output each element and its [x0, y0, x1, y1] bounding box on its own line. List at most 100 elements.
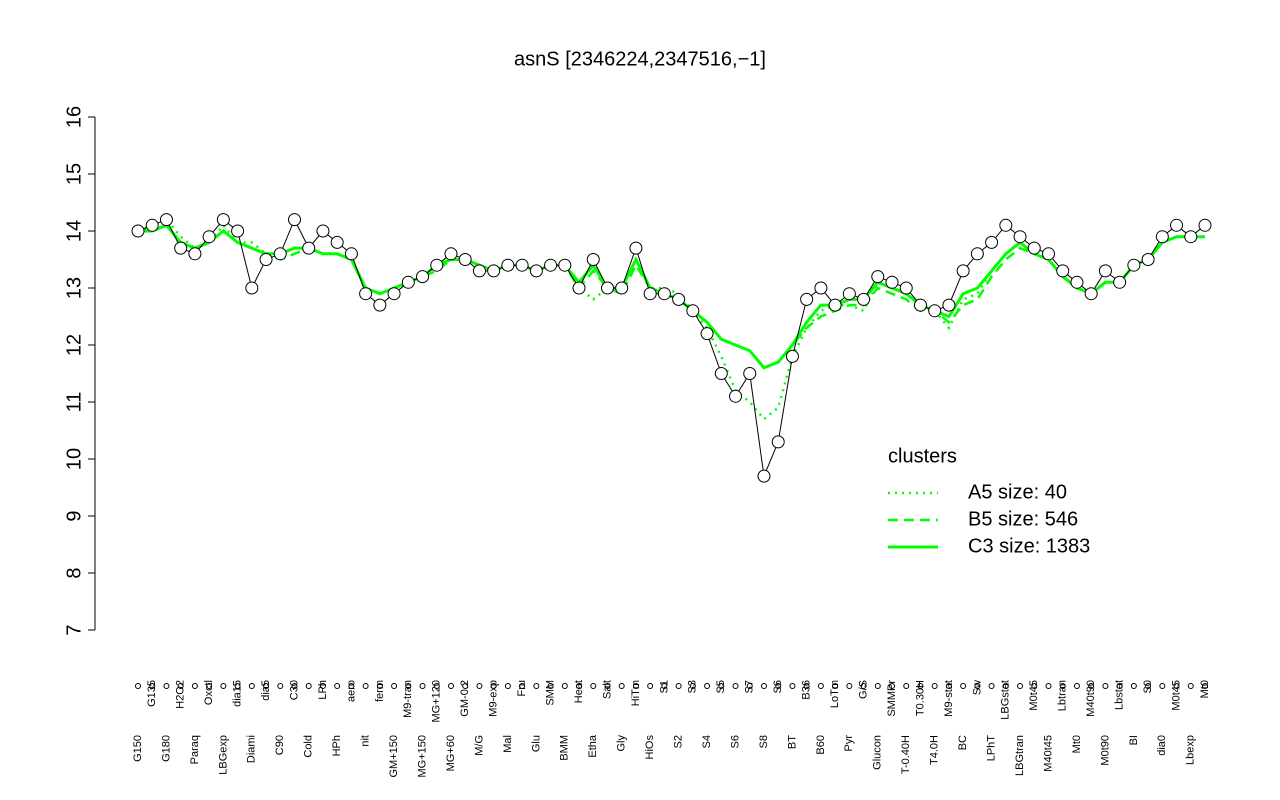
data-point: [1184, 230, 1198, 244]
x-tick-label: M9-tran: [402, 680, 414, 718]
data-point: [714, 367, 728, 380]
y-tick-label: 16: [63, 106, 85, 128]
x-tick-label: dia5: [260, 680, 272, 701]
data-point: [501, 258, 515, 272]
data-point: [586, 253, 600, 266]
x-tick-label: Glu: [530, 735, 542, 752]
data-point: [572, 281, 586, 295]
rug-mark: [917, 683, 924, 689]
x-tick-label: M40t45: [1042, 735, 1054, 772]
rug-mark: [291, 683, 298, 689]
data-point: [600, 281, 614, 295]
data-point: [373, 298, 387, 312]
data-point: [913, 298, 927, 312]
y-tick-label: 14: [63, 220, 85, 242]
rug-mark: [704, 683, 711, 689]
rug-mark: [760, 683, 767, 689]
x-tick-label: Lbstat: [1114, 680, 1126, 710]
rug-mark: [476, 683, 483, 689]
x-tick-label: S2: [673, 735, 685, 748]
rug-mark: [206, 683, 213, 689]
x-tick-label: G150: [132, 735, 144, 762]
data-point: [771, 435, 785, 449]
data-point: [231, 224, 245, 238]
data-point: [814, 281, 828, 295]
data-point: [131, 224, 145, 238]
x-tick-label: T4.0H: [929, 735, 941, 765]
rug-mark: [135, 683, 141, 689]
rug-mark: [874, 683, 881, 689]
y-tick-label: 10: [63, 448, 85, 470]
data-point: [344, 247, 358, 261]
data-point: [1170, 218, 1184, 232]
data-point: [558, 258, 572, 272]
x-tick-label: M0t45: [1170, 680, 1182, 711]
data-point: [1113, 275, 1127, 289]
data-point: [970, 247, 984, 261]
data-point: [216, 213, 230, 227]
rug-mark: [1031, 683, 1038, 689]
y-tick-label: 12: [63, 334, 85, 356]
rug-mark: [647, 683, 654, 689]
x-tick-label: Sw: [971, 680, 983, 695]
data-point: [672, 292, 686, 306]
rug-mark: [960, 683, 967, 689]
rug-mark: [817, 683, 824, 689]
x-tick-label: GM+150: [388, 735, 400, 778]
rug-mark: [1116, 683, 1123, 689]
rug-mark: [1059, 683, 1066, 689]
x-tick-label: Salt: [601, 680, 613, 699]
x-tick-label: Paraq: [189, 735, 201, 764]
data-point: [1198, 218, 1212, 232]
x-tick-label: S8: [758, 735, 770, 748]
x-tick-label: dia15: [231, 680, 243, 707]
data-point: [1155, 230, 1169, 244]
x-tick-label: S3: [687, 680, 699, 693]
y-tick-label: 13: [63, 277, 85, 299]
rug-mark: [632, 683, 639, 689]
data-point: [430, 258, 444, 272]
rug-mark: [604, 683, 611, 689]
rug-mark: [376, 683, 383, 689]
x-tick-label: Pyr: [843, 735, 855, 752]
x-tick-label: M0t90: [1099, 735, 1111, 766]
data-point: [316, 224, 330, 238]
x-tick-label: H2O2: [175, 680, 187, 709]
x-tick-label: S7: [744, 680, 756, 693]
data-point: [757, 469, 771, 483]
data-point: [416, 270, 430, 284]
expression-line: [137, 218, 1206, 478]
data-point: [729, 389, 743, 403]
x-tick-label: S6: [772, 680, 784, 693]
rug-mark: [775, 683, 782, 689]
rug-mark: [447, 683, 454, 689]
x-tick-label: LBGstat: [1000, 680, 1012, 720]
x-tick-label: M9-exp: [488, 680, 500, 717]
data-point: [885, 275, 899, 289]
rug-mark: [547, 683, 554, 689]
data-point: [529, 264, 543, 278]
rug-mark: [1073, 683, 1080, 689]
data-point: [1027, 241, 1041, 255]
legend-label: B5 size: 546: [968, 508, 1078, 530]
data-point: [629, 241, 643, 255]
rug-mark: [689, 683, 696, 689]
data-point: [643, 287, 657, 301]
y-tick-label: 8: [63, 567, 85, 578]
rug-mark: [319, 683, 326, 689]
rug-mark: [661, 683, 668, 689]
rug-mark: [1017, 683, 1024, 689]
data-point: [785, 349, 799, 363]
data-point: [287, 213, 301, 227]
x-tick-label: S1: [658, 680, 670, 693]
x-tick-label: S5: [715, 680, 727, 693]
x-tick-label: Mal: [502, 735, 514, 753]
chart-title: asnS [2346224,2347516,−1]: [514, 48, 766, 70]
x-tick-label: MG+120: [431, 680, 443, 723]
legend-label: A5 size: 40: [968, 481, 1067, 503]
rug-mark: [519, 683, 526, 689]
rug-mark: [334, 683, 341, 689]
y-tick-label: 11: [63, 392, 85, 413]
rug-mark: [803, 683, 810, 689]
rug-mark: [931, 683, 938, 689]
